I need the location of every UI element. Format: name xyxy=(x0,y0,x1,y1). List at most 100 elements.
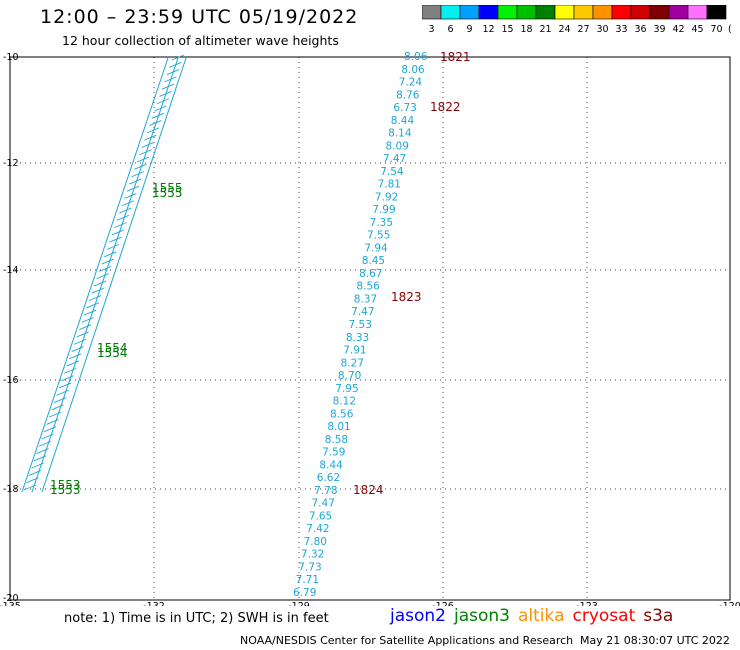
lon-label: -135 xyxy=(0,601,21,606)
wave-height-mark xyxy=(53,397,67,403)
wave-height-mark xyxy=(33,455,47,462)
lat-label: -12 xyxy=(3,158,19,169)
map-grid xyxy=(10,57,730,600)
wave-height-mark xyxy=(28,470,42,476)
wave-height-mark xyxy=(26,477,39,484)
map-frame xyxy=(9,56,731,601)
wave-height-mark xyxy=(84,309,97,316)
wave-height-mark xyxy=(114,222,127,229)
latitude-labels: -10 -12 -14 -16 -18 -20 xyxy=(3,52,19,604)
colorbar-label: 15 xyxy=(501,24,513,35)
wave-height-label: 8.06 xyxy=(401,64,425,76)
wave-height-mark xyxy=(154,105,167,112)
wave-height-label: 7.91 xyxy=(343,345,366,357)
wave-height-mark xyxy=(66,360,79,367)
wave-height-label: 8.70 xyxy=(338,370,361,382)
wave-height-label: 7.59 xyxy=(322,447,345,459)
wave-height-mark xyxy=(63,367,77,374)
wave-height-mark xyxy=(171,54,185,61)
wave-height-mark xyxy=(139,149,152,156)
colorbar-unit: (ft) xyxy=(728,24,732,35)
wave-height-mark xyxy=(119,207,132,214)
lat-label: -10 xyxy=(3,52,19,63)
satellite-track-center: 8.068.067.248.766.738.448.148.097.477.54… xyxy=(293,50,471,599)
wave-height-label: 8.01 xyxy=(327,421,350,433)
wave-height-label: 7.78 xyxy=(314,485,337,497)
wave-height-label: 7.95 xyxy=(335,383,358,395)
wave-height-mark xyxy=(48,411,62,418)
wave-height-mark xyxy=(164,76,177,83)
wave-height-mark xyxy=(94,280,107,287)
track-time-label: 1554 xyxy=(97,346,128,360)
wave-height-label: 8.45 xyxy=(362,255,385,267)
track-time-label: 1824 xyxy=(353,483,384,497)
track-time-label: 1554 xyxy=(97,341,128,355)
track-time-label: 1553 xyxy=(50,478,81,492)
footnote: note: 1) Time is in UTC; 2) SWH is in fe… xyxy=(64,611,329,626)
wave-height-label: 7.53 xyxy=(349,319,372,331)
wave-height-label: 8.27 xyxy=(341,357,364,369)
wave-height-mark xyxy=(161,83,175,90)
lat-label: -14 xyxy=(3,265,19,276)
wave-height-mark xyxy=(106,244,119,250)
wave-height-mark xyxy=(124,193,137,199)
colorbar-label: 70 xyxy=(710,24,722,35)
wave-height-label: 7.47 xyxy=(312,498,335,510)
wave-height-mark xyxy=(104,251,117,258)
wave-height-mark xyxy=(111,229,124,236)
wave-height-mark xyxy=(46,418,59,425)
wave-height-label: 8.14 xyxy=(388,128,412,140)
altimeter-map: -10-12-14-16-18-20 -135-132-129-126-123-… xyxy=(0,50,740,606)
legend-cryosat: cryosat xyxy=(572,606,636,626)
lat-label: -16 xyxy=(3,375,19,386)
wave-height-label: 8.44 xyxy=(319,459,343,471)
wave-height-label: 8.56 xyxy=(356,281,380,293)
legend-s3a: s3a xyxy=(643,606,674,626)
wave-height-label: 6.73 xyxy=(393,102,416,114)
wave-height-label: 7.35 xyxy=(370,217,393,229)
wave-height-label: 6.79 xyxy=(293,587,316,599)
wave-height-mark xyxy=(126,185,140,192)
colorbar-label: 9 xyxy=(466,24,472,35)
wave-height-mark xyxy=(36,448,49,454)
colorbar-label: 33 xyxy=(615,24,627,35)
wave-height-mark xyxy=(141,142,155,148)
wave-height-label: 8.58 xyxy=(325,434,348,446)
wave-height-mark xyxy=(149,120,162,127)
colorbar-label: 42 xyxy=(672,24,684,35)
wave-height-label: 8.12 xyxy=(333,396,356,408)
wave-height-mark xyxy=(89,295,102,301)
wave-height-label: 7.94 xyxy=(364,242,388,254)
wave-height-label: 8.06 xyxy=(404,51,428,63)
lon-label: -129 xyxy=(288,601,310,606)
colorbar-label: 18 xyxy=(520,24,532,35)
wave-height-mark xyxy=(86,302,99,309)
wave-height-label: 8.37 xyxy=(354,293,377,305)
wave-height-mark xyxy=(56,389,69,396)
track-time-label: 1823 xyxy=(391,290,422,304)
wave-height-label: 6.62 xyxy=(317,472,340,484)
wave-height-mark xyxy=(96,273,109,280)
lat-label: -20 xyxy=(3,593,19,604)
lon-label: -123 xyxy=(576,601,598,606)
legend-jason3: jason3 xyxy=(454,606,510,626)
credit-line: NOAA/NESDIS Center for Satellite Applica… xyxy=(240,634,574,647)
wave-height-mark xyxy=(116,214,129,221)
satellite-legend: jason2 jason3 altika cryosat s3a xyxy=(390,606,681,626)
wave-height-mark xyxy=(101,258,114,265)
wave-height-label: 8.76 xyxy=(396,89,420,101)
wave-height-mark xyxy=(51,404,64,411)
track-time-label: 1821 xyxy=(440,50,471,64)
wave-height-label: 7.81 xyxy=(378,179,401,191)
colorbar-label: 39 xyxy=(653,24,665,35)
wave-height-mark xyxy=(79,324,92,331)
wave-height-mark xyxy=(131,171,145,178)
colorbar-label: 45 xyxy=(691,24,703,35)
wave-height-mark xyxy=(61,375,74,382)
wave-height-mark xyxy=(58,382,72,389)
wave-height-mark xyxy=(169,61,182,68)
wave-height-label: 7.92 xyxy=(375,191,398,203)
wave-height-label: 7.73 xyxy=(298,561,321,573)
track-time-label: 1555 xyxy=(152,181,183,195)
